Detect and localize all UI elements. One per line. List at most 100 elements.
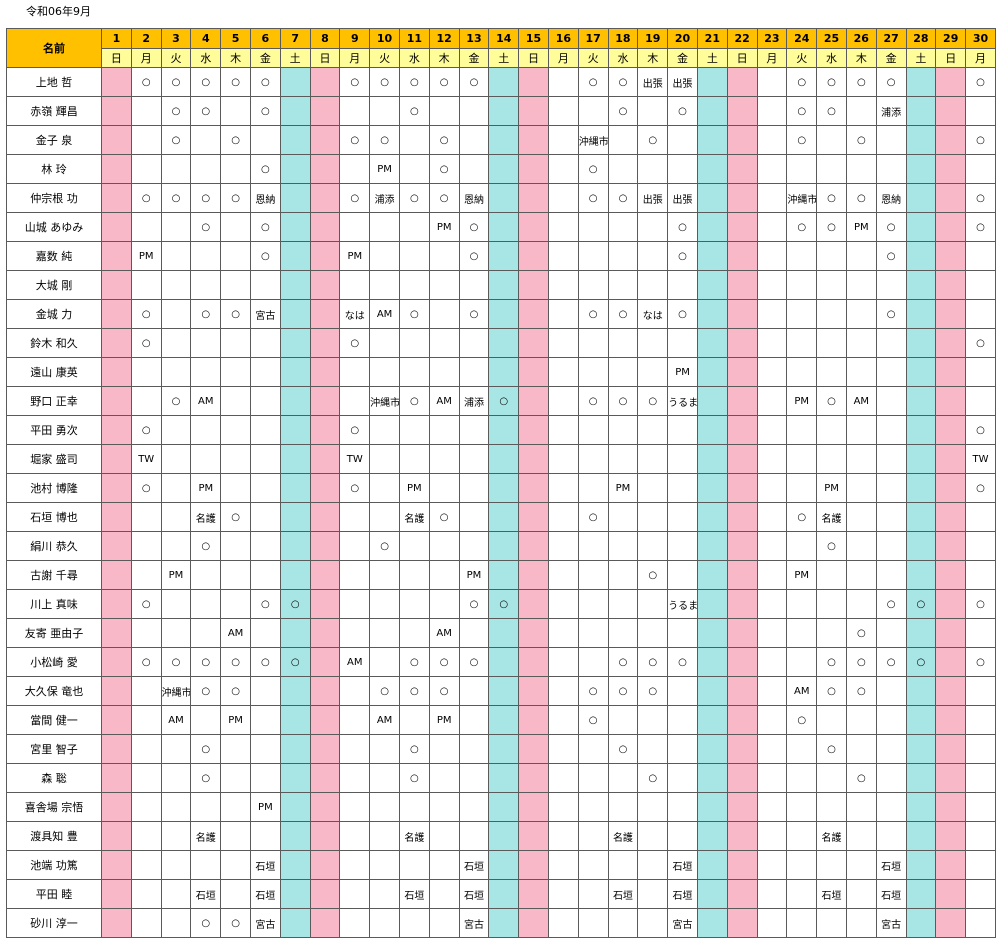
schedule-cell [220,473,251,503]
schedule-cell: ○ [875,299,907,329]
schedule-cell: ○ [130,589,162,619]
table-row: 仲宗根 功 ○ ○ ○ ○ 恩納 ○ 浦添 ○ ○ 恩納 ○ ○ 出張 出張 沖縄市 ○ ○ 恩納 ○ [6,183,996,213]
schedule-cell: ○ [398,734,430,764]
table-row: 大城 剛 [6,270,996,300]
schedule-cell [726,850,758,880]
schedule-cell [101,705,132,735]
schedule-cell [160,473,192,503]
schedule-cell: ○ [220,183,251,213]
schedule-cell [935,734,967,764]
schedule-cell: ○ [220,502,251,532]
schedule-cell [905,908,937,938]
schedule-cell [875,676,907,706]
schedule-cell [160,734,192,764]
schedule-cell [518,705,549,735]
schedule-cell [101,357,132,387]
schedule-cell [696,125,728,155]
schedule-cell [458,618,490,648]
schedule-cell [816,357,847,387]
schedule-cell: 石垣 [875,850,907,880]
schedule-cell [547,502,579,532]
schedule-cell [428,589,460,619]
schedule-cell [398,705,430,735]
schedule-cell [279,270,311,300]
schedule-cell [101,386,132,416]
schedule-cell: ○ [458,212,490,242]
table-row: 金城 力 ○ ○ ○ 宮古 なは AM ○ ○ ○ ○ なは ○ ○ [6,299,996,329]
schedule-cell: ○ [190,67,222,97]
schedule-cell [965,850,996,880]
schedule-cell: PM [786,386,818,416]
schedule-cell [518,299,549,329]
schedule-cell [547,850,579,880]
schedule-cell: AM [428,386,460,416]
schedule-cell [339,270,371,300]
schedule-cell [398,270,430,300]
schedule-cell [696,734,728,764]
day-header-14: 14 [488,28,520,49]
schedule-cell [130,734,162,764]
schedule-cell: PM [339,241,371,271]
schedule-cell [101,821,132,851]
schedule-cell [726,154,758,184]
schedule-cell: ○ [339,67,371,97]
schedule-cell [220,357,251,387]
staff-name: 石垣 博也 [6,502,102,532]
schedule-cell [369,473,400,503]
table-row: 平田 睦石垣 石垣 石垣 石垣 石垣 石垣 石垣 石垣 [6,879,996,909]
schedule-cell [309,270,341,300]
schedule-cell [905,357,937,387]
schedule-cell [726,67,758,97]
table-row: 川上 真味 ○ ○ ○ ○ ○ うるま ○ ○ ○ [6,589,996,619]
schedule-cell [547,821,579,851]
schedule-cell [547,618,579,648]
schedule-cell [458,154,490,184]
schedule-cell [607,270,639,300]
schedule-cell [249,415,281,445]
schedule-cell [696,328,728,358]
table-row: 古謝 千尋 PM PM ○ PM [6,560,996,590]
schedule-cell [279,850,311,880]
schedule-cell [756,560,788,590]
schedule-cell [160,763,192,793]
schedule-cell [935,154,967,184]
schedule-cell: TW [339,444,371,474]
schedule-cell [518,386,549,416]
schedule-cell [309,473,341,503]
schedule-cell [369,821,400,851]
day-header-22: 22 [726,28,758,49]
schedule-cell: ○ [428,183,460,213]
weekday-header-2: 月 [130,48,162,68]
schedule-cell [369,560,400,590]
schedule-cell [667,618,698,648]
schedule-cell [786,879,818,909]
schedule-cell: PM [398,473,430,503]
schedule-cell [488,531,520,561]
staff-name: 金城 力 [6,299,102,329]
schedule-cell [309,763,341,793]
schedule-cell: ○ [816,96,847,126]
schedule-cell: ○ [786,212,818,242]
schedule-cell [488,792,520,822]
schedule-cell [875,386,907,416]
schedule-cell [845,589,877,619]
schedule-cell [667,270,698,300]
schedule-cell [696,270,728,300]
schedule-cell [220,212,251,242]
schedule-cell [339,386,371,416]
schedule-cell [756,676,788,706]
schedule-cell: うるま [667,589,698,619]
schedule-cell [637,270,669,300]
day-number-row: 名前 1 2 3 4 5 6 7 8 9 10 11 12 13 14 15 16 17 18 19 20 21 22 23… [6,28,996,68]
schedule-cell [220,415,251,445]
schedule-cell [577,415,609,445]
schedule-cell [965,502,996,532]
schedule-cell [279,125,311,155]
schedule-cell: ○ [190,96,222,126]
schedule-cell: ○ [816,67,847,97]
schedule-cell [637,96,669,126]
schedule-cell [756,386,788,416]
schedule-cell [488,850,520,880]
schedule-cell: ○ [637,125,669,155]
schedule-cell [339,879,371,909]
